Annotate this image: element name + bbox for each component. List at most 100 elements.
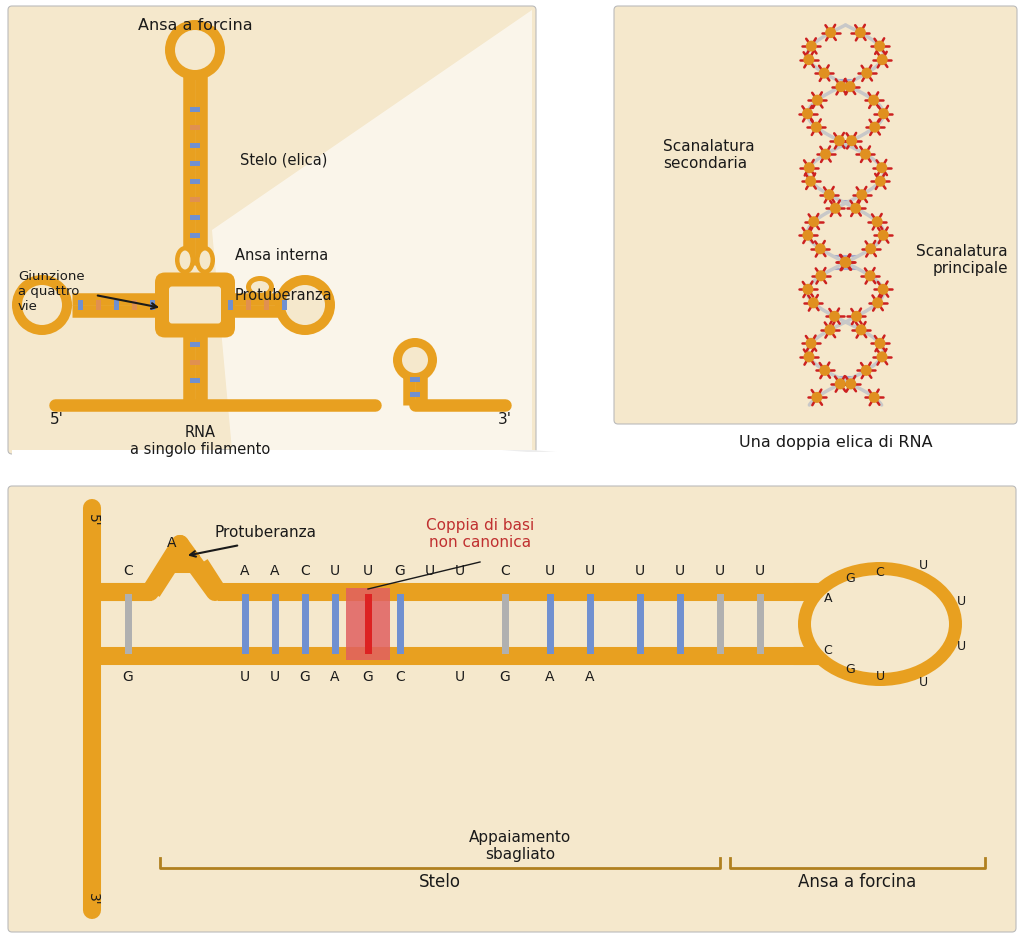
Circle shape: [874, 40, 885, 52]
Circle shape: [836, 82, 847, 92]
Circle shape: [393, 338, 437, 382]
Circle shape: [878, 108, 889, 119]
Circle shape: [861, 68, 872, 79]
Text: Stelo: Stelo: [419, 873, 461, 891]
Text: RNA
a singolo filamento: RNA a singolo filamento: [130, 425, 270, 458]
Text: U: U: [919, 559, 928, 572]
Circle shape: [855, 27, 866, 38]
Circle shape: [175, 30, 215, 70]
Ellipse shape: [195, 246, 215, 274]
Text: Protuberanza: Protuberanza: [214, 525, 316, 540]
Bar: [365, 594, 372, 654]
Text: U: U: [270, 670, 280, 684]
Text: A: A: [586, 670, 595, 684]
Text: U: U: [455, 564, 465, 578]
Bar: [263, 300, 268, 310]
Circle shape: [846, 135, 857, 146]
Bar: [757, 594, 764, 654]
Bar: [95, 300, 100, 310]
Circle shape: [868, 95, 880, 106]
Text: U: U: [957, 641, 967, 654]
Bar: [131, 300, 136, 310]
Circle shape: [806, 40, 817, 52]
Bar: [346, 588, 390, 660]
Text: Protuberanza: Protuberanza: [234, 288, 333, 302]
Text: G: G: [500, 670, 510, 684]
Text: A: A: [545, 670, 555, 684]
Bar: [246, 300, 251, 310]
Text: U: U: [545, 564, 555, 578]
Text: A: A: [167, 536, 177, 550]
Text: G: G: [845, 662, 855, 675]
Circle shape: [864, 270, 876, 281]
Text: A: A: [331, 670, 340, 684]
Text: 3': 3': [86, 893, 100, 906]
Bar: [114, 300, 119, 310]
Bar: [190, 342, 200, 347]
Circle shape: [808, 217, 819, 227]
Circle shape: [825, 27, 837, 38]
Bar: [190, 144, 200, 148]
Text: 3': 3': [498, 413, 512, 428]
Circle shape: [856, 325, 866, 336]
Text: Appaiamento
sbagliato: Appaiamento sbagliato: [469, 830, 571, 862]
Text: C: C: [300, 564, 310, 578]
Bar: [190, 216, 200, 220]
Bar: [242, 594, 249, 654]
Text: C: C: [500, 564, 510, 578]
Bar: [502, 594, 509, 654]
Bar: [190, 179, 200, 185]
Bar: [190, 108, 200, 113]
Circle shape: [834, 135, 845, 146]
Circle shape: [860, 149, 871, 159]
Bar: [190, 234, 200, 238]
Text: A: A: [270, 564, 280, 578]
Bar: [190, 379, 200, 384]
Bar: [246, 300, 251, 310]
Circle shape: [823, 189, 835, 200]
Text: U: U: [957, 595, 967, 608]
Text: Una doppia elica di RNA: Una doppia elica di RNA: [738, 435, 932, 450]
Text: U: U: [675, 564, 685, 578]
Circle shape: [869, 122, 881, 132]
Circle shape: [845, 82, 856, 92]
Circle shape: [877, 352, 888, 362]
Circle shape: [802, 108, 813, 119]
Bar: [410, 392, 420, 398]
Text: 5': 5': [50, 413, 63, 428]
Circle shape: [815, 243, 825, 254]
Text: U: U: [635, 564, 645, 578]
Circle shape: [835, 378, 846, 389]
Circle shape: [841, 257, 851, 267]
Bar: [547, 594, 554, 654]
Circle shape: [874, 338, 886, 349]
Text: Ansa a forcina: Ansa a forcina: [137, 18, 252, 33]
Text: Ansa interna: Ansa interna: [234, 248, 329, 263]
Circle shape: [819, 365, 830, 376]
Text: Giunzione
a quattro
vie: Giunzione a quattro vie: [18, 270, 85, 313]
Ellipse shape: [179, 250, 190, 269]
Bar: [190, 126, 200, 130]
Circle shape: [402, 347, 428, 373]
FancyBboxPatch shape: [155, 273, 234, 338]
Circle shape: [803, 284, 813, 295]
Text: A: A: [823, 592, 833, 604]
Bar: [717, 594, 724, 654]
Circle shape: [12, 275, 72, 335]
Polygon shape: [12, 450, 1013, 490]
Circle shape: [874, 175, 886, 187]
Text: G: G: [123, 670, 133, 684]
Circle shape: [824, 325, 836, 336]
Bar: [78, 300, 83, 310]
Text: U: U: [715, 564, 725, 578]
Polygon shape: [212, 10, 532, 450]
Circle shape: [805, 175, 816, 187]
Bar: [190, 360, 200, 366]
Bar: [131, 300, 136, 310]
Text: A: A: [241, 564, 250, 578]
Text: Scanalatura
secondaria: Scanalatura secondaria: [663, 139, 755, 172]
Circle shape: [856, 189, 867, 200]
Circle shape: [808, 297, 819, 309]
Text: G: G: [362, 670, 374, 684]
Circle shape: [806, 338, 816, 349]
